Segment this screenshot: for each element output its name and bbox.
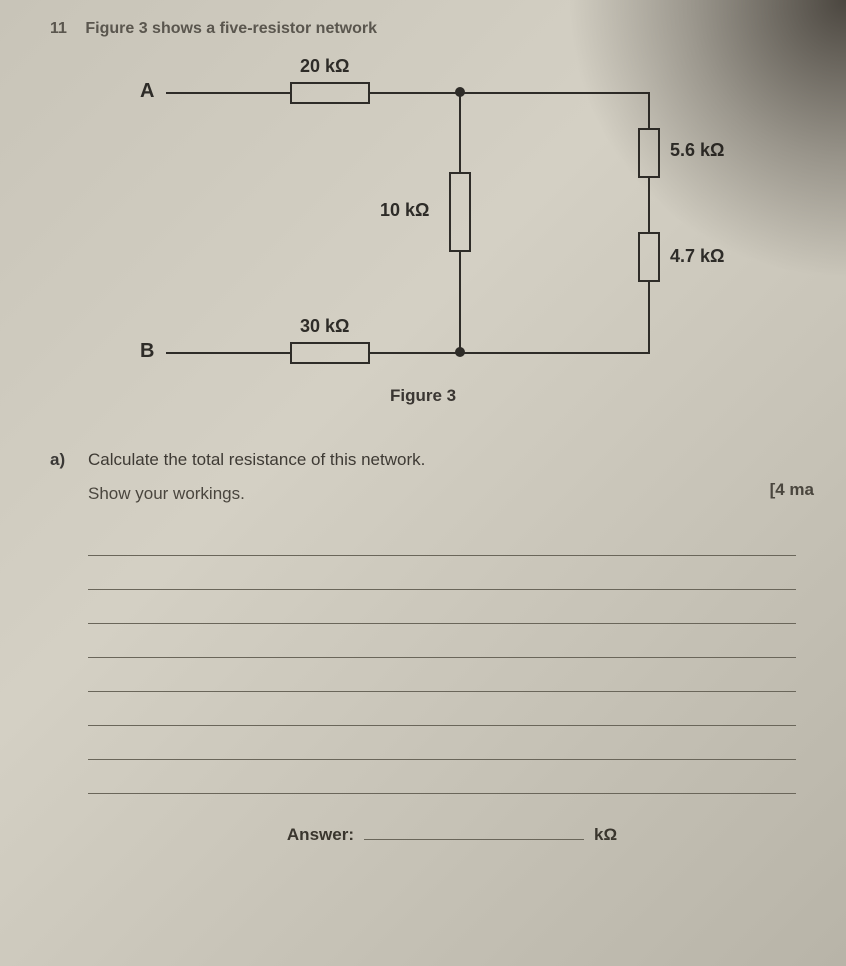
resistor-r1 [290,82,370,104]
answer-row: Answer: kΩ [88,820,816,845]
working-line[interactable] [88,692,796,726]
question-header: 11 Figure 3 shows a five-resistor networ… [50,20,816,38]
terminal-b-label: B [140,340,154,363]
wire [370,92,460,94]
working-line[interactable] [88,522,796,556]
working-line[interactable] [88,760,796,794]
show-workings: Show your workings. [88,484,816,504]
answer-unit: kΩ [594,825,617,845]
resistor-r4 [638,128,660,178]
terminal-a-label: A [140,80,154,103]
resistor-r3 [290,342,370,364]
wire [460,92,650,94]
wire [648,282,650,352]
working-line[interactable] [88,726,796,760]
question-number: 11 [50,20,67,37]
resistor-r3-label: 30 kΩ [300,316,349,337]
working-lines [88,522,796,794]
wire [459,252,461,352]
resistor-r2-label: 10 kΩ [380,200,429,221]
part-prompt: Calculate the total resistance of this n… [88,450,816,470]
wire [648,178,650,232]
marks-label: [4 ma [770,480,814,500]
working-line[interactable] [88,590,796,624]
wire [166,352,290,354]
wire [459,92,461,172]
resistor-r1-label: 20 kΩ [300,56,349,77]
wire [460,352,650,354]
working-line[interactable] [88,556,796,590]
wire [166,92,290,94]
working-line[interactable] [88,624,796,658]
resistor-r5-label: 4.7 kΩ [670,246,724,267]
part-letter: a) [50,450,70,845]
answer-blank[interactable] [364,820,584,840]
circuit-diagram: A 20 kΩ 5.6 kΩ 4.7 kΩ 10 kΩ [110,52,770,432]
wire [370,352,460,354]
part-a: a) Calculate the total resistance of thi… [50,450,816,845]
resistor-r4-label: 5.6 kΩ [670,140,724,161]
question-intro: Figure 3 shows a five-resistor network [85,20,377,37]
resistor-r5 [638,232,660,282]
resistor-r2 [449,172,471,252]
wire [648,92,650,128]
figure-caption: Figure 3 [390,386,456,406]
answer-label: Answer: [287,825,354,845]
working-line[interactable] [88,658,796,692]
